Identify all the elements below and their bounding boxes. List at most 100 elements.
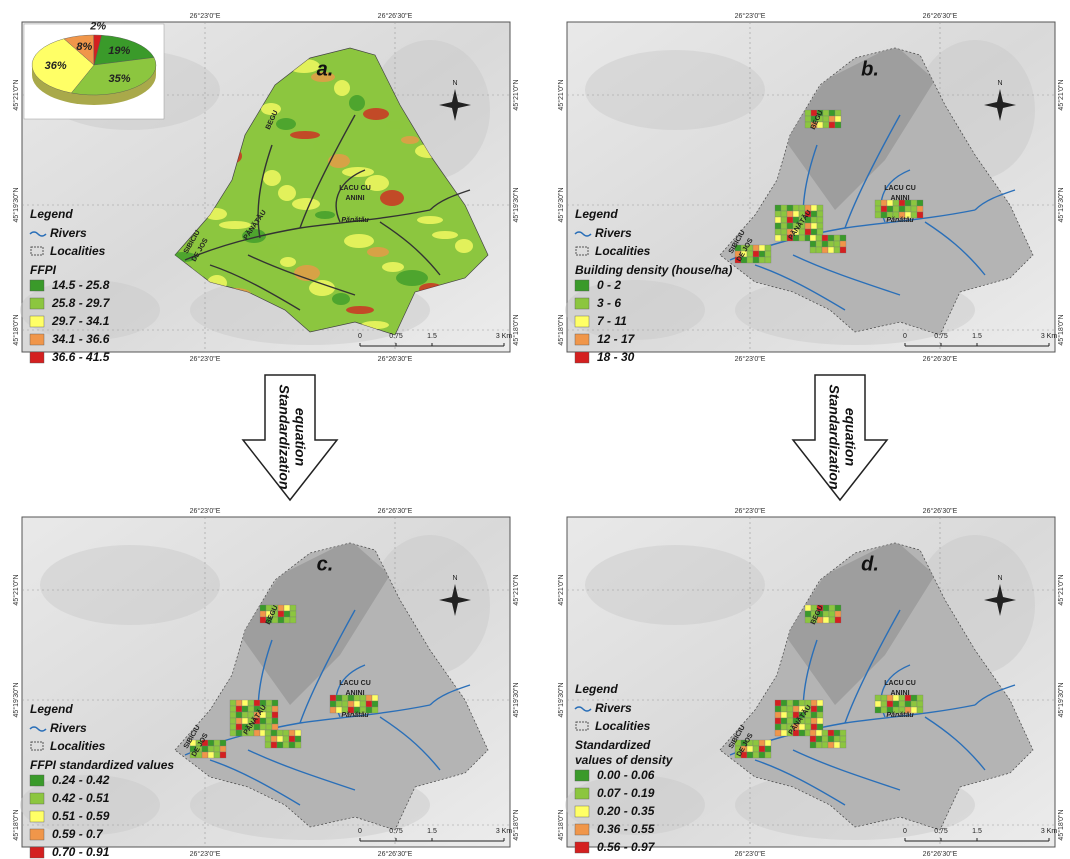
building-cell xyxy=(887,206,893,212)
ffpi-patch xyxy=(380,190,404,206)
arrow: Standardization equation xyxy=(243,375,337,500)
building-cell xyxy=(822,247,828,253)
ffpi-patch xyxy=(313,139,335,153)
building-cell xyxy=(787,217,793,223)
legend-class-title: Standardized xyxy=(575,738,651,752)
building-cell xyxy=(816,730,822,736)
building-cell xyxy=(277,742,283,748)
legend-class-label: 0.56 - 0.97 xyxy=(597,840,656,854)
building-cell xyxy=(260,724,266,730)
building-cell xyxy=(817,217,823,223)
building-cell xyxy=(765,257,771,263)
relief xyxy=(585,545,765,625)
building-cell xyxy=(781,235,787,241)
pie-chart: 19%35%36%8%2% xyxy=(24,20,164,119)
building-cell xyxy=(272,700,278,706)
building-cell xyxy=(805,611,811,617)
ffpi-patch xyxy=(396,270,428,286)
building-cell xyxy=(899,701,905,707)
building-cell xyxy=(835,116,841,122)
building-cell xyxy=(828,736,834,742)
legend-class-title: Building density (house/ha) xyxy=(575,263,732,277)
ffpi-patch xyxy=(330,226,350,234)
building-cell xyxy=(781,712,787,718)
building-cell xyxy=(829,122,835,128)
building-cell xyxy=(810,247,816,253)
building-cell xyxy=(759,746,765,752)
scale-label: 0.75 xyxy=(389,828,403,835)
building-cell xyxy=(881,206,887,212)
building-cell xyxy=(816,742,822,748)
ffpi-patch xyxy=(455,239,473,253)
building-cell xyxy=(829,617,835,623)
scale-label: 3 Km xyxy=(496,333,513,340)
building-cell xyxy=(817,718,823,724)
building-cell xyxy=(765,245,771,251)
building-cell xyxy=(805,718,811,724)
latitude-label: 45°21'0"N xyxy=(12,79,20,110)
legend-class-label: 25.8 - 29.7 xyxy=(51,296,111,310)
building-cell xyxy=(810,736,816,742)
building-cell xyxy=(753,740,759,746)
ffpi-patch xyxy=(401,136,419,144)
building-cell xyxy=(753,245,759,251)
place-label: Pănătău xyxy=(341,712,369,719)
building-cell xyxy=(793,205,799,211)
building-cell xyxy=(781,706,787,712)
building-cell xyxy=(810,235,816,241)
building-cell xyxy=(811,718,817,724)
building-cell xyxy=(911,695,917,701)
building-cell xyxy=(835,605,841,611)
building-cell xyxy=(272,706,278,712)
scale-label: 0.75 xyxy=(934,828,948,835)
building-cell xyxy=(330,701,336,707)
building-cell xyxy=(817,724,823,730)
building-cell xyxy=(793,211,799,217)
legend-class-label: 3 - 6 xyxy=(597,296,621,310)
legend-class-title: values of density xyxy=(575,753,674,767)
legend-swatch xyxy=(575,842,589,853)
building-cell xyxy=(835,110,841,116)
legend-swatch xyxy=(30,829,44,840)
building-cell xyxy=(266,712,272,718)
ffpi-patch xyxy=(278,185,296,201)
building-cell xyxy=(875,212,881,218)
scale-label: 0 xyxy=(358,333,362,340)
building-cell xyxy=(775,205,781,211)
building-cell xyxy=(834,235,840,241)
building-cell xyxy=(236,724,242,730)
ffpi-patch xyxy=(349,95,365,111)
building-cell xyxy=(775,730,781,736)
legend-class-label: 0.51 - 0.59 xyxy=(52,809,110,823)
building-cell xyxy=(805,605,811,611)
ffpi-patch xyxy=(386,121,404,129)
building-cell xyxy=(817,700,823,706)
place-label: LACU CU xyxy=(884,185,916,192)
building-cell xyxy=(781,211,787,217)
building-cell xyxy=(828,730,834,736)
building-cell xyxy=(828,235,834,241)
building-cell xyxy=(817,211,823,217)
building-cell xyxy=(289,730,295,736)
building-cell xyxy=(284,617,290,623)
building-cell xyxy=(266,724,272,730)
longitude-label: 26°23'0"E xyxy=(735,12,766,20)
legend-class-label: 7 - 11 xyxy=(597,314,627,328)
ffpi-patch xyxy=(328,154,350,168)
building-cell xyxy=(905,206,911,212)
place-label: LACU CU xyxy=(884,680,916,687)
latitude-label: 45°19'30"N xyxy=(1057,682,1065,717)
building-cell xyxy=(881,200,887,206)
arrow-label: Standardization xyxy=(276,384,292,489)
place-label: ANINI xyxy=(890,195,909,202)
building-cell xyxy=(875,701,881,707)
building-cell xyxy=(835,617,841,623)
building-cell xyxy=(202,752,208,758)
building-cell xyxy=(266,700,272,706)
legend-swatch xyxy=(30,847,44,858)
latitude-label: 45°18'0"N xyxy=(512,809,520,840)
building-cell xyxy=(810,730,816,736)
building-cell xyxy=(765,752,771,758)
scale-label: 1.5 xyxy=(427,828,437,835)
building-cell xyxy=(775,718,781,724)
